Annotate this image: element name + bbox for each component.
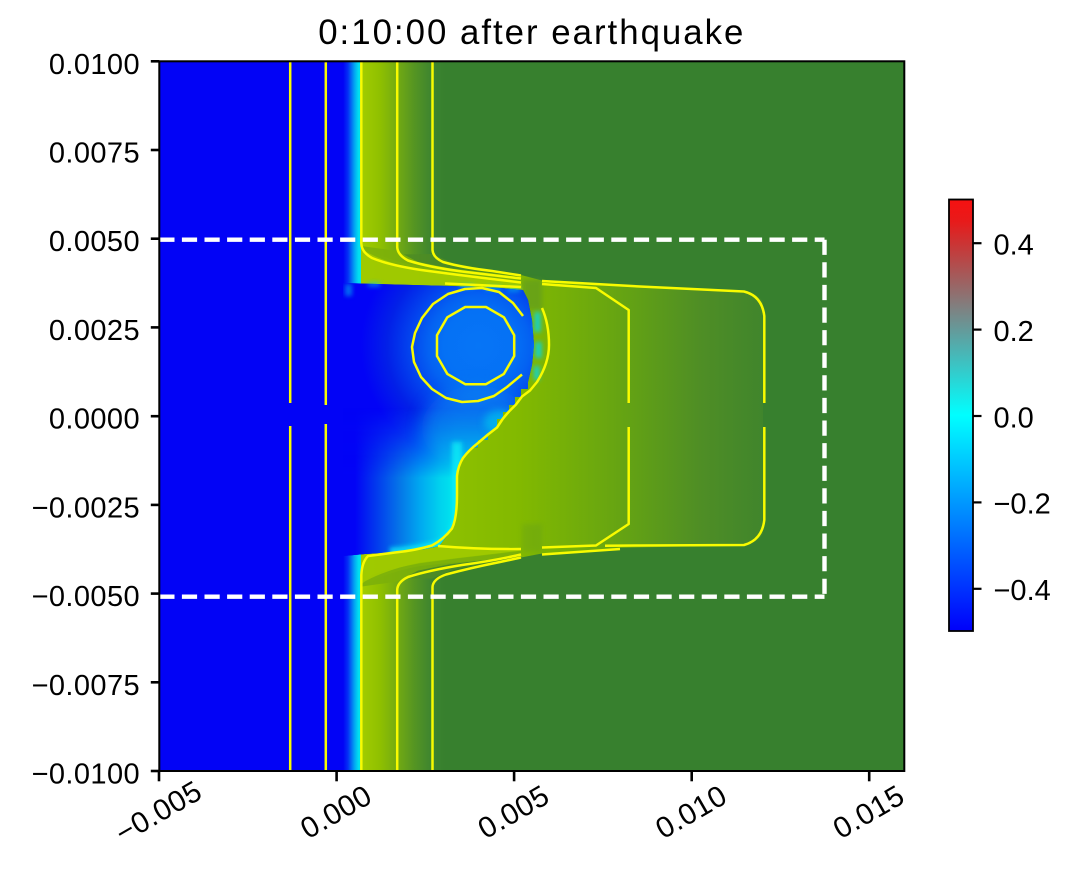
svg-text:−0.0100: −0.0100 xyxy=(32,759,140,791)
svg-text:0.000: 0.000 xyxy=(295,779,378,846)
svg-text:−0.2: −0.2 xyxy=(994,489,1051,521)
svg-text:0.0050: 0.0050 xyxy=(49,226,140,258)
svg-text:0.0100: 0.0100 xyxy=(49,49,140,81)
svg-text:−0.4: −0.4 xyxy=(994,575,1051,607)
svg-text:0.2: 0.2 xyxy=(994,316,1034,348)
svg-text:0.0025: 0.0025 xyxy=(49,315,140,347)
svg-text:0.0075: 0.0075 xyxy=(49,138,140,170)
svg-text:−0.0025: −0.0025 xyxy=(32,492,140,524)
svg-text:−0.0050: −0.0050 xyxy=(32,581,140,613)
svg-text:0.010: 0.010 xyxy=(650,779,733,846)
svg-text:0.0: 0.0 xyxy=(994,402,1034,434)
svg-text:0.005: 0.005 xyxy=(473,779,556,846)
svg-text:0.0000: 0.0000 xyxy=(49,404,140,436)
svg-text:0.4: 0.4 xyxy=(994,230,1034,262)
svg-text:0.015: 0.015 xyxy=(828,779,911,846)
svg-text:0:10:00 after earthquake: 0:10:00 after earthquake xyxy=(318,13,745,52)
svg-text:−0.0075: −0.0075 xyxy=(32,670,140,702)
